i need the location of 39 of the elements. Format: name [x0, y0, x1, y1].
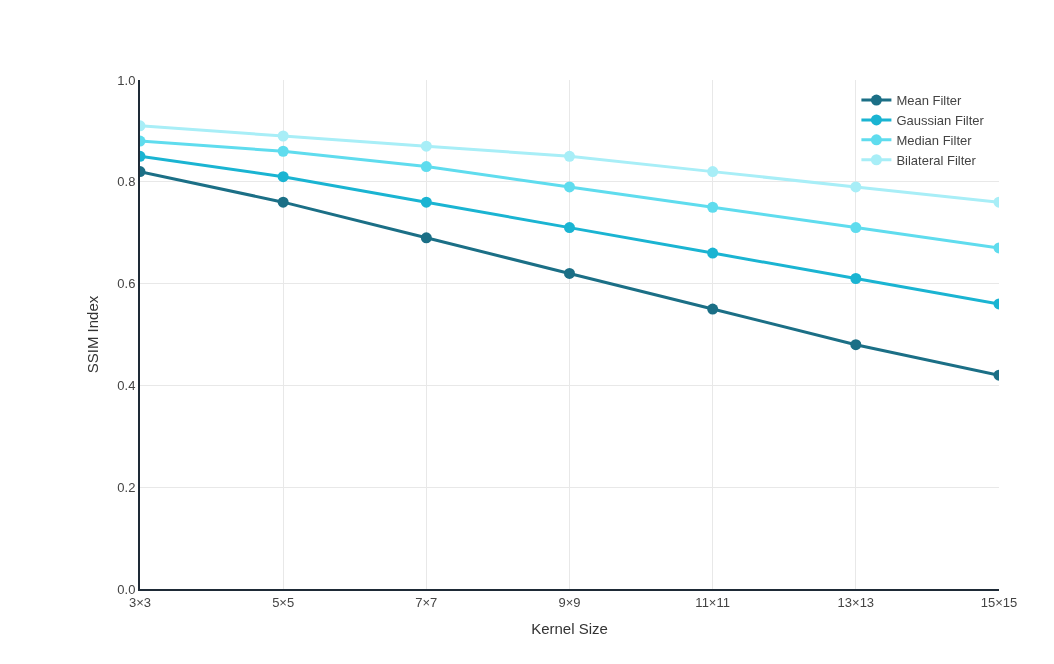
legend-label: Gaussian Filter	[896, 113, 985, 129]
point	[564, 181, 575, 193]
x-tick-label: 13×13	[837, 594, 875, 610]
x-tick-label: 3×3	[128, 594, 152, 610]
x-axis-title: Kernel Size	[531, 620, 608, 638]
x-tick-label: 15×15	[980, 594, 1018, 610]
y-tick-label: 1.0	[117, 72, 136, 88]
point	[420, 196, 432, 208]
x-tick-label: 9×9	[558, 594, 581, 610]
point	[850, 273, 862, 285]
point	[420, 140, 432, 152]
point	[850, 222, 862, 234]
y-tick-label: 0.4	[117, 377, 136, 393]
y-axis-title: SSIM Index	[84, 295, 102, 374]
y-tick-label: 0.2	[117, 479, 136, 495]
point	[707, 201, 719, 213]
y-tick-label: 0.6	[117, 276, 136, 292]
point	[564, 150, 575, 162]
point	[277, 130, 289, 142]
legend-label: Bilateral Filter	[896, 152, 977, 168]
point	[277, 145, 289, 157]
point	[850, 339, 862, 351]
x-tick-label: 5×5	[272, 594, 295, 610]
y-tick-label: 0.8	[117, 174, 136, 190]
point	[277, 196, 289, 208]
point	[420, 232, 432, 244]
x-tick-label: 7×7	[415, 594, 438, 610]
point	[707, 166, 719, 178]
legend-label: Mean Filter	[896, 93, 963, 109]
point	[707, 303, 719, 315]
point	[564, 267, 575, 279]
legend-label: Median Filter	[896, 132, 973, 148]
x-tick-label: 11×11	[695, 594, 730, 610]
y-tick-label: 0.0	[117, 581, 136, 597]
point	[420, 161, 432, 173]
point	[564, 222, 575, 234]
point	[850, 181, 862, 193]
point	[277, 171, 289, 183]
point	[707, 247, 719, 259]
